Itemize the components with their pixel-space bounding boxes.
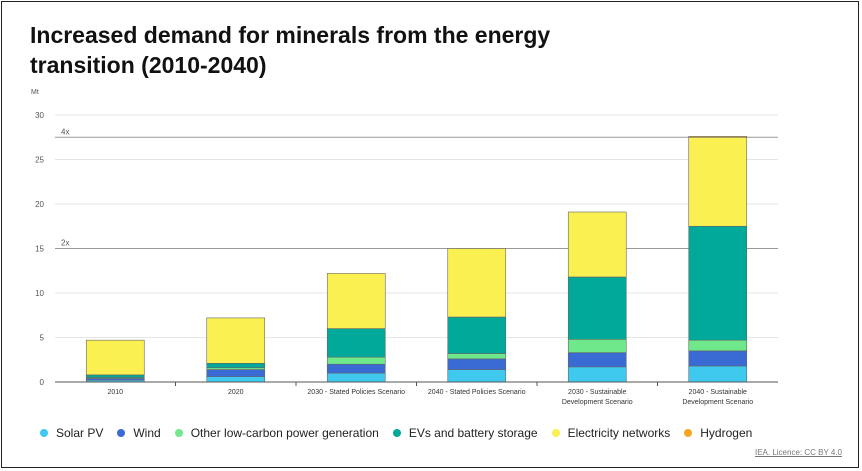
legend-swatch: [551, 429, 560, 437]
y-tick-label: 0: [40, 378, 45, 387]
legend-label: Hydrogen: [700, 426, 753, 440]
bar-segment: [326, 328, 386, 358]
bar-segment: [567, 366, 627, 383]
legend-item: Electricity networks: [551, 426, 671, 440]
x-tick-label: 2040 - Sustainable Development Scenario: [682, 389, 753, 406]
bar-segment: [206, 363, 266, 369]
legend-label: Electricity networks: [567, 426, 671, 440]
bar-segment: [447, 369, 507, 383]
y-tick-label: 10: [35, 289, 44, 298]
x-tick-label: 2020: [228, 389, 244, 396]
bar-segment: [326, 273, 386, 329]
y-tick-label: 15: [35, 245, 44, 254]
chart-title: Increased demand for minerals from the e…: [30, 22, 551, 78]
credit-link[interactable]: IEA. Licence: CC BY 4.0: [754, 448, 842, 457]
bar-segment: [206, 376, 266, 383]
bar-segment: [688, 339, 748, 352]
legend-swatch: [117, 429, 126, 437]
reference-line-label: 2x: [61, 239, 69, 248]
legend-label: EVs and battery storage: [408, 426, 538, 440]
bar-segment: [326, 363, 386, 374]
bar-segment: [447, 316, 507, 354]
bar-segment: [447, 358, 507, 370]
legend-label: Solar PV: [56, 426, 104, 440]
y-tick-label: 20: [35, 200, 44, 209]
legend-swatch: [174, 429, 183, 437]
bar-segment: [688, 225, 748, 341]
bar-segment: [85, 374, 145, 378]
legend-swatch: [392, 429, 401, 437]
y-tick-label: 25: [35, 156, 44, 165]
bar-segment: [206, 369, 266, 377]
x-tick-label: 2010: [107, 389, 123, 396]
legend-label: Other low-carbon power generation: [190, 426, 379, 440]
bar-segment: [567, 352, 627, 368]
bar-segment: [567, 211, 627, 278]
bar-segment: [85, 339, 145, 376]
legend-swatch: [40, 429, 48, 437]
x-tick-label: 2040 - Stated Policies Scenario: [428, 389, 526, 396]
legend-item: Solar PV: [40, 426, 103, 440]
y-tick-label: 5: [40, 334, 45, 343]
legend-swatch: [684, 429, 693, 437]
bar-segment: [206, 317, 266, 364]
bar-segment: [567, 276, 627, 340]
bar-segment: [567, 338, 627, 353]
legend-item: Wind: [117, 426, 161, 440]
bar-segment: [447, 353, 507, 360]
y-axis-label: Mt: [31, 89, 39, 96]
x-tick-label: 2030 - Stated Policies Scenario: [307, 389, 405, 396]
legend-item: EVs and battery storage: [392, 426, 538, 440]
bar-segment: [326, 372, 386, 383]
x-tick-label: 2030 - Sustainable Development Scenario: [562, 389, 633, 406]
bar-segment: [688, 365, 748, 383]
bar-segment: [688, 136, 748, 227]
legend-label: Wind: [133, 426, 161, 440]
chart-legend: Solar PV Wind Other low-carbon power gener…: [40, 426, 766, 440]
bar-segment: [688, 350, 748, 367]
bar-segment: [326, 356, 386, 365]
y-tick-label: 30: [35, 111, 44, 120]
legend-item: Hydrogen: [684, 426, 752, 440]
bar-segment: [688, 136, 748, 138]
bar-segment: [447, 248, 507, 318]
reference-line-label: 4x: [61, 127, 69, 136]
legend-item: Other low-carbon power generation: [174, 426, 379, 440]
